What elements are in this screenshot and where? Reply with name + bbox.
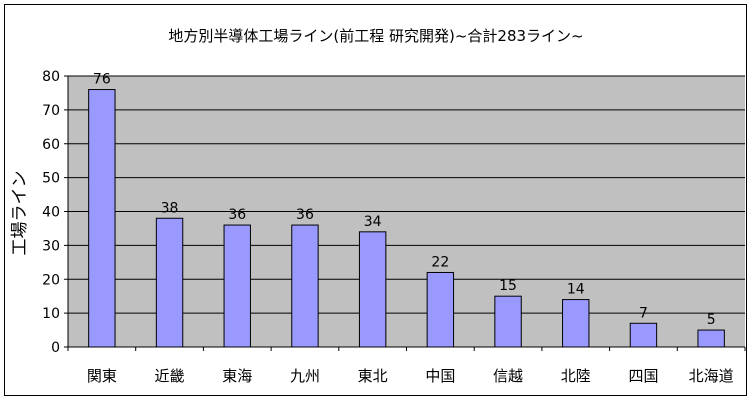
category-labels: 関東 近畿 東海 九州 東北 中国 信越 北陸 四国 北海道 xyxy=(87,367,734,385)
category-label: 九州 xyxy=(290,367,320,385)
data-label: 76 xyxy=(93,72,111,88)
chart-title: 地方別半導体工場ライン(前工程 研究開発)~合計283ライン~ xyxy=(168,27,583,45)
y-tick-label: 40 xyxy=(42,205,60,221)
category-label: 北陸 xyxy=(561,367,591,385)
data-label: 22 xyxy=(431,254,449,270)
category-label: 関東 xyxy=(87,367,117,385)
data-label: 7 xyxy=(639,305,648,321)
category-label: 四国 xyxy=(628,367,658,385)
y-tick-label: 0 xyxy=(51,340,60,356)
data-label: 36 xyxy=(296,207,314,223)
y-tick-label: 30 xyxy=(42,238,60,254)
y-tick-label: 80 xyxy=(42,69,60,85)
axes xyxy=(64,75,746,351)
bars xyxy=(88,89,725,348)
bar xyxy=(562,299,590,348)
data-label: 34 xyxy=(364,214,382,230)
bar xyxy=(291,224,319,348)
y-axis-label: 工場ライン xyxy=(10,171,30,256)
bar xyxy=(494,295,522,348)
y-tick-label: 20 xyxy=(42,272,60,288)
bar xyxy=(155,217,184,348)
category-label: 近畿 xyxy=(155,367,185,385)
category-label: 北海道 xyxy=(689,367,734,385)
bar xyxy=(358,231,387,348)
bar-chart: 地方別半導体工場ライン(前工程 研究開発)~合計283ライン~ 0 10 20 30 4… xyxy=(10,27,746,385)
data-label: 38 xyxy=(161,200,179,216)
bar xyxy=(223,224,251,348)
data-labels: 76 38 36 36 34 22 15 14 7 5 xyxy=(93,72,716,329)
data-label: 14 xyxy=(567,282,585,298)
y-tick-label: 60 xyxy=(42,137,60,153)
data-label: 15 xyxy=(499,278,517,294)
bar xyxy=(697,329,725,348)
data-label: 36 xyxy=(228,207,246,223)
bar xyxy=(88,89,116,348)
y-tick-label: 50 xyxy=(42,171,60,187)
y-tick-label: 70 xyxy=(42,103,60,119)
category-label: 東海 xyxy=(222,367,252,385)
category-label: 東北 xyxy=(358,367,388,385)
y-tick-labels: 0 10 20 30 40 50 60 70 80 xyxy=(42,69,60,356)
bar xyxy=(426,271,455,348)
category-label: 中国 xyxy=(425,367,455,385)
y-tick-label: 10 xyxy=(42,306,60,322)
bar xyxy=(629,322,658,348)
data-label: 5 xyxy=(707,312,716,328)
category-label: 信越 xyxy=(493,367,523,385)
chart-frame: 地方別半導体工場ライン(前工程 研究開発)~合計283ライン~ 0 10 20 30 4… xyxy=(4,4,747,396)
